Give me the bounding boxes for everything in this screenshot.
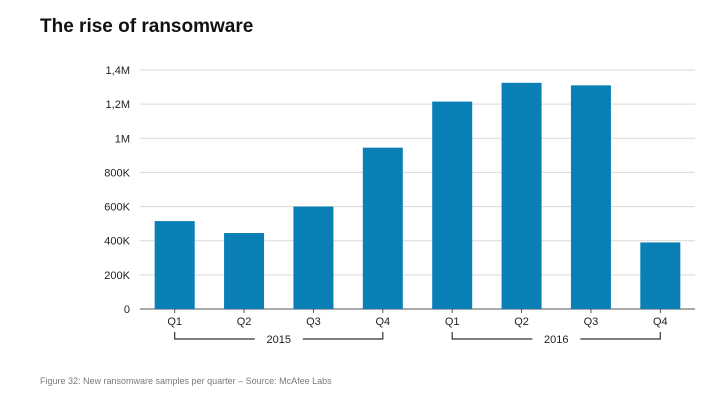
bar-2015-q2: [224, 233, 265, 309]
figure-caption: Figure 32: New ransomware samples per qu…: [40, 376, 332, 386]
y-tick-label: 1M: [115, 133, 130, 145]
x-tick-label: Q3: [306, 316, 321, 328]
y-tick-label: 600K: [104, 202, 130, 214]
year-bracket-2015: [174, 332, 384, 340]
y-tick-label: 1,2M: [106, 99, 130, 111]
x-tick-label: Q3: [584, 316, 599, 328]
y-axis-tick-labels: 0 200K 400K 600K 800K 1M 1,2M 1,4M: [104, 65, 130, 316]
x-tick-label: Q1: [445, 316, 460, 328]
gridlines: [140, 69, 695, 310]
x-tick-label: Q4: [375, 316, 390, 328]
x-tick-label: Q2: [514, 316, 529, 328]
bars: [154, 82, 681, 309]
year-bracket-2016: [451, 332, 661, 340]
bar-2016-q4: [640, 242, 681, 309]
x-axis-tick-labels: Q1 Q2 Q3 Q4 Q1 Q2 Q3 Q4: [167, 309, 668, 328]
y-tick-label: 400K: [104, 236, 130, 248]
y-tick-label: 1,4M: [106, 65, 130, 77]
year-brackets: 2015 2016: [174, 332, 661, 346]
year-label-2015: 2015: [267, 334, 291, 346]
bar-2015-q1: [154, 221, 195, 309]
bar-2015-q4: [362, 147, 403, 309]
x-tick-label: Q2: [237, 316, 252, 328]
year-label-2016: 2016: [544, 334, 568, 346]
y-tick-label: 200K: [104, 270, 130, 282]
y-tick-label: 800K: [104, 167, 130, 179]
bar-2016-q3: [570, 85, 611, 309]
chart-title: The rise of ransomware: [40, 16, 254, 37]
bar-2016-q1: [432, 101, 473, 309]
y-tick-label: 0: [124, 304, 130, 316]
bar-2015-q3: [293, 206, 334, 309]
x-tick-label: Q1: [167, 316, 182, 328]
x-tick-label: Q4: [653, 316, 668, 328]
bar-2016-q2: [501, 82, 542, 309]
